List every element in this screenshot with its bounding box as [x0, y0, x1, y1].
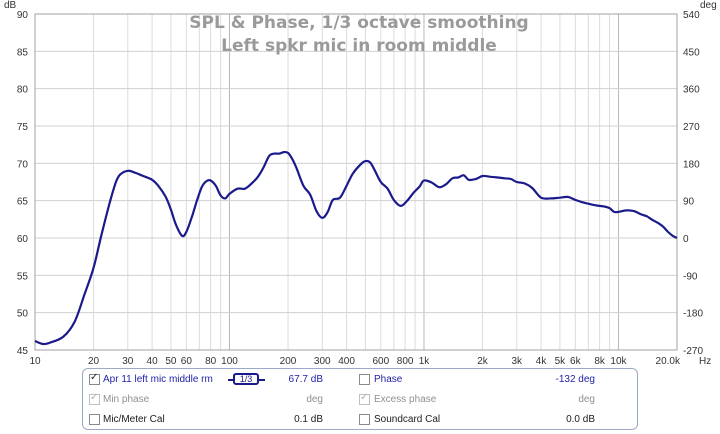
- y-tick-label-right: 540: [683, 10, 700, 21]
- swatch-line-right: [259, 379, 265, 381]
- y-tick-label-right: 450: [683, 47, 700, 58]
- x-tick-label: 100: [221, 356, 238, 366]
- x-tick-label: 6k: [570, 356, 582, 366]
- x-tick-label: 300: [314, 356, 331, 366]
- x-tick-label: 4k: [536, 356, 548, 366]
- chart-title: SPL & Phase, 1/3 octave smoothing: [189, 13, 528, 33]
- x-tick-label: 60: [181, 356, 193, 366]
- x-tick-label: 10: [29, 356, 41, 366]
- plot-grid: [34, 13, 678, 351]
- x-tick-label: 1k: [419, 356, 431, 366]
- y-tick-label-left: 50: [17, 309, 29, 320]
- excess-phase-checkbox[interactable]: [359, 392, 370, 405]
- x-tick-label: 50: [165, 356, 177, 366]
- y-tick-label-right: 360: [683, 85, 700, 96]
- x-tick-label: 600: [372, 356, 389, 366]
- mic-meter-cal-checkbox[interactable]: [89, 414, 100, 425]
- y-tick-label-left: 45: [17, 346, 29, 357]
- plot-frame: [34, 13, 678, 351]
- legend-panel: Apr 11 left mic middle rm 1/3 67.7 dB Ph…: [82, 368, 638, 430]
- mic-meter-cal-value: 0.1 dB: [294, 414, 323, 425]
- y-tick-label-right: 270: [683, 122, 700, 133]
- x-tick-label: 30: [122, 356, 134, 366]
- y-tick-label-left: 75: [17, 122, 29, 133]
- mic-meter-cal-label: Mic/Meter Cal: [103, 414, 165, 425]
- x-axis-unit: Hz: [699, 356, 711, 366]
- x-tick-label: 400: [338, 356, 355, 366]
- soundcard-cal-value: 0.0 dB: [566, 414, 595, 425]
- y-tick-label-left: 60: [17, 234, 29, 245]
- phase-label: Phase: [374, 374, 403, 385]
- x-tick-label: 20: [88, 356, 100, 366]
- y-tick-label-left: 70: [17, 159, 29, 170]
- x-tick-label: 8k: [594, 356, 606, 366]
- phase-value: -132 deg: [555, 374, 595, 385]
- spl-visible-checkbox[interactable]: [89, 372, 100, 385]
- y-tick-label-left: 55: [17, 271, 29, 282]
- legend-row-cal: Mic/Meter Cal 0.1 dB Soundcard Cal 0.0 d…: [83, 411, 637, 431]
- x-tick-label: 20.0k: [656, 356, 681, 366]
- swatch-line-left: [228, 379, 234, 381]
- spl-series-line: [34, 150, 678, 346]
- x-tick-label: 200: [280, 356, 297, 366]
- min-phase-checkbox[interactable]: [89, 392, 100, 405]
- measurement-name-label: Apr 11 left mic middle rm: [103, 374, 213, 385]
- chart-subtitle: Left spkr mic in room middle: [221, 36, 497, 56]
- x-tick-label: 800: [397, 356, 414, 366]
- x-tick-label: 10k: [610, 356, 627, 366]
- phase-checkbox[interactable]: [359, 374, 370, 385]
- y-tick-label-left: 80: [17, 85, 29, 96]
- soundcard-cal-checkbox[interactable]: [359, 414, 370, 425]
- y-tick-label-right: -180: [683, 309, 703, 320]
- y-tick-label-left: 85: [17, 47, 29, 58]
- y-tick-label-left: 90: [17, 10, 29, 21]
- spl-value: 67.7 dB: [288, 374, 323, 385]
- y-tick-label-right: -90: [683, 271, 698, 282]
- series-layer: [34, 150, 678, 346]
- y-axis-unit-left: dB: [4, 0, 17, 11]
- min-phase-value: deg: [306, 394, 323, 405]
- x-tick-label: 80: [205, 356, 217, 366]
- legend-row-min-phase: Min phase deg Excess phase deg: [83, 391, 637, 411]
- axis-ticks: 45 50 55 60 65 70 75 80 85 90 -270 -180 -90 0 90 180 270…: [17, 10, 704, 366]
- y-tick-label-right: 180: [683, 159, 700, 170]
- excess-phase-label: Excess phase: [374, 394, 437, 405]
- legend-row-spl: Apr 11 left mic middle rm 1/3 67.7 dB Ph…: [83, 371, 637, 391]
- x-tick-label: 2k: [477, 356, 489, 366]
- y-tick-label-right: 0: [683, 234, 689, 245]
- soundcard-cal-label: Soundcard Cal: [374, 414, 441, 425]
- y-tick-label-right: 90: [683, 197, 695, 208]
- min-phase-label: Min phase: [103, 394, 150, 405]
- x-tick-label: 5k: [555, 356, 567, 366]
- y-axis-unit-right: deg: [700, 0, 717, 11]
- x-tick-label: 3k: [511, 356, 523, 366]
- y-tick-label-left: 65: [17, 197, 29, 208]
- smoothing-swatch[interactable]: 1/3: [233, 373, 259, 385]
- x-tick-label: 40: [147, 356, 159, 366]
- excess-phase-value: deg: [578, 394, 595, 405]
- spl-phase-chart: 45 50 55 60 65 70 75 80 85 90 -270 -180 -90 0 90 180 270…: [4, 0, 717, 366]
- y-tick-label-right: -270: [683, 346, 703, 357]
